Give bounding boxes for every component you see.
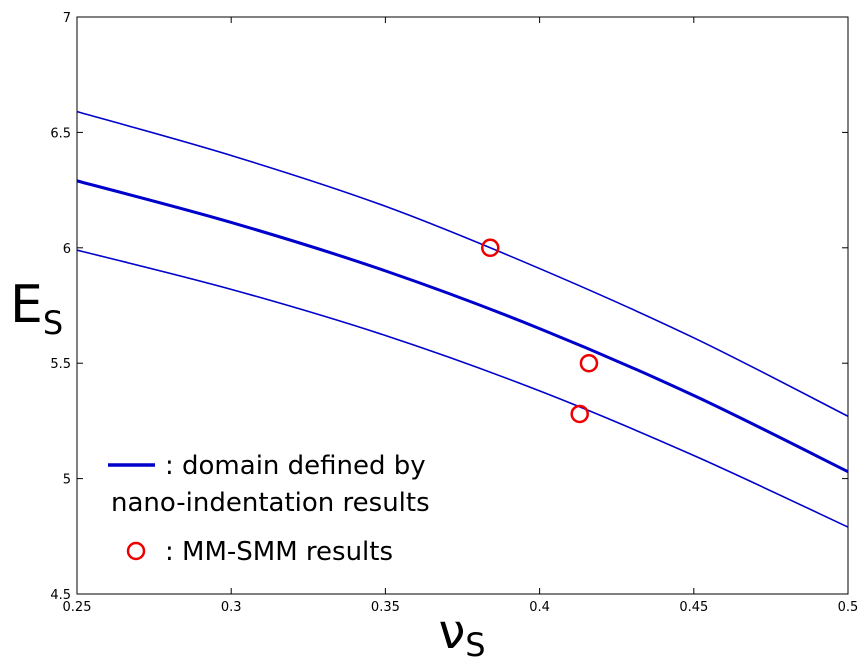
legend-label-domain: : domain defined by	[165, 451, 426, 481]
x-tick-label: 0.4	[529, 600, 550, 615]
plot-frame	[76, 16, 849, 595]
series-line-center	[76, 179, 849, 474]
legend-label-domain: nano-indentation results	[111, 488, 430, 518]
y-tick-label: 6.5	[50, 126, 71, 141]
y-axis-label-sub: S	[43, 304, 63, 342]
x-axis-ticks: 0.25 0.3 0.35 0.4 0.45 0.5	[63, 17, 859, 615]
x-axis-label: νS	[438, 604, 485, 661]
series-line-lower-bound	[76, 249, 849, 528]
y-axis-label: ES	[10, 275, 63, 342]
y-tick-label: 5.5	[50, 357, 71, 372]
x-axis-label-sub: S	[465, 626, 485, 661]
y-tick-label: 5	[63, 473, 71, 488]
y-tick-label: 4.5	[50, 588, 71, 603]
data-point-marker	[570, 404, 589, 424]
series-line-upper-bound	[76, 110, 849, 417]
x-tick-label: 0.35	[371, 600, 400, 615]
series-lines	[76, 110, 849, 528]
legend: : domain defined by nano-indentation resu…	[108, 451, 430, 567]
y-tick-label: 7	[63, 11, 71, 26]
legend-label-mm-smm: : MM-SMM results	[165, 537, 393, 567]
y-axis-label-main: E	[10, 275, 43, 335]
data-point-marker	[481, 238, 500, 258]
x-tick-label: 0.3	[221, 600, 242, 615]
x-tick-label: 0.5	[838, 600, 859, 615]
x-tick-label: 0.45	[679, 600, 708, 615]
data-points	[481, 238, 599, 424]
x-tick-label: 0.25	[63, 600, 92, 615]
x-axis-label-main: ν	[438, 604, 465, 660]
y-tick-label: 6	[63, 242, 71, 257]
y-axis-ticks: 4.5 5 5.5 6 6.5 7	[50, 11, 848, 603]
data-point-marker	[579, 353, 599, 373]
legend-circle-marker	[126, 541, 146, 561]
